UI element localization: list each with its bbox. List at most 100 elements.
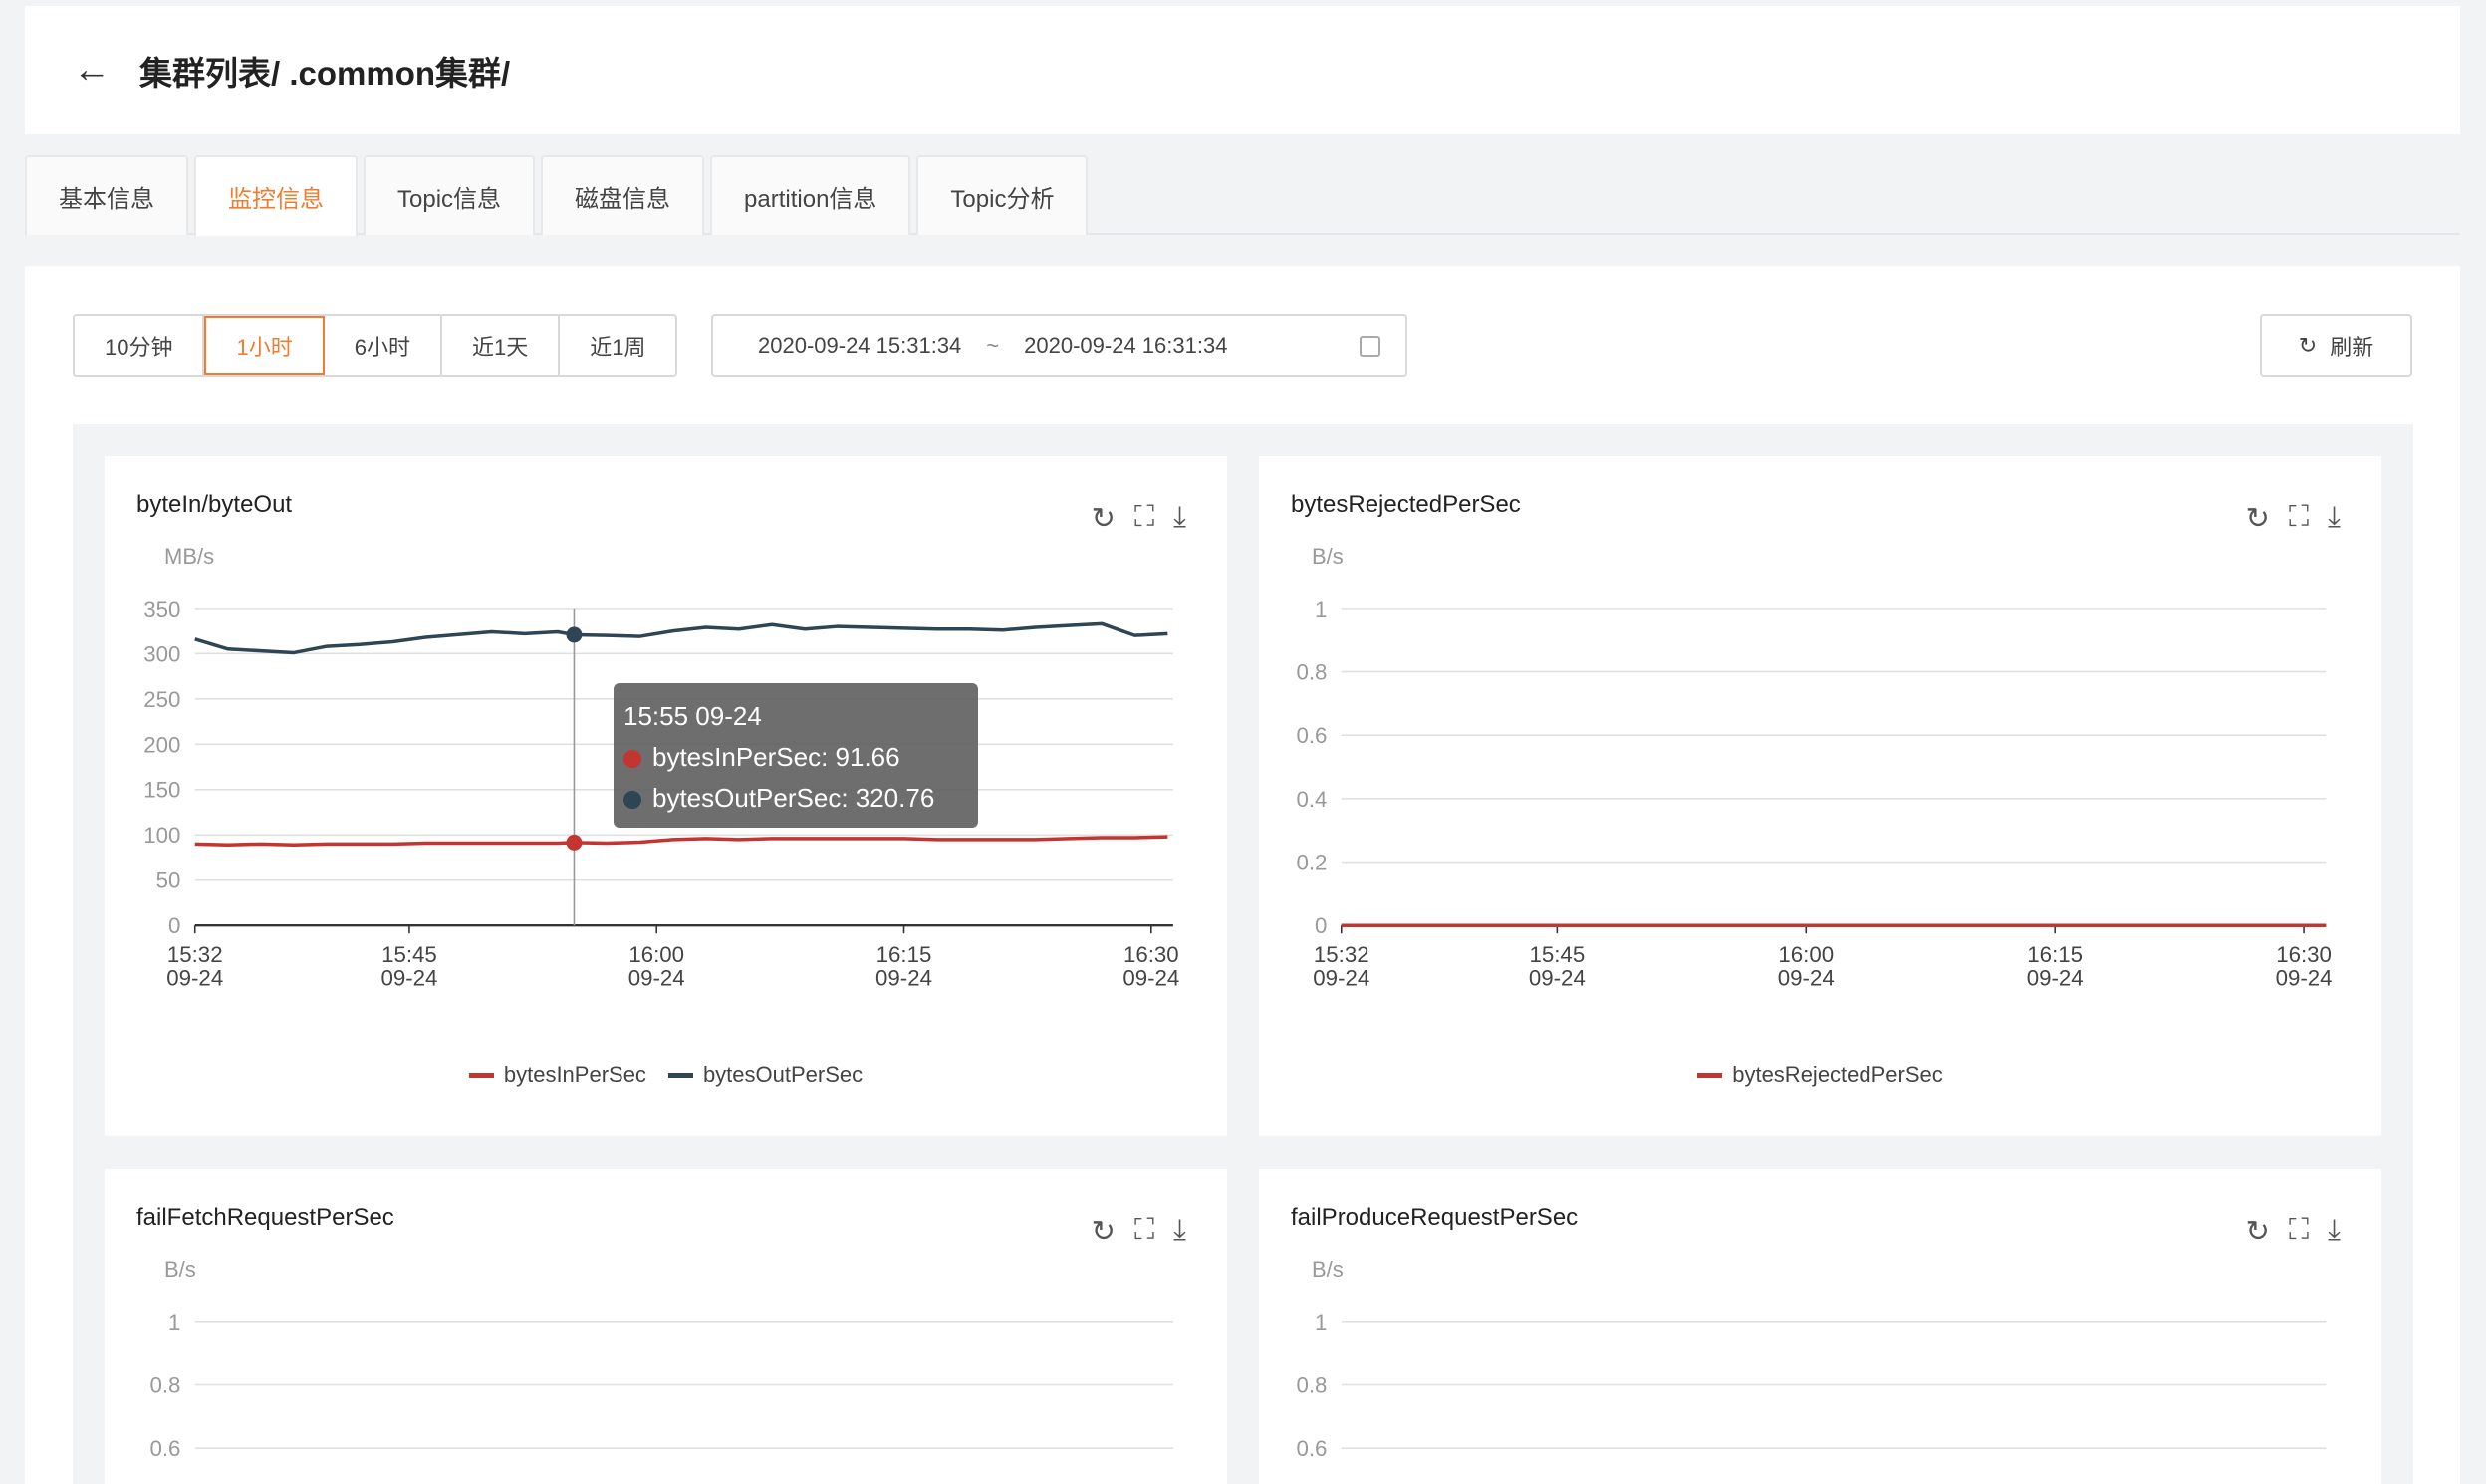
x-tick-time: 16:00: [628, 942, 684, 967]
download-icon[interactable]: ⤓: [1173, 1214, 1186, 1246]
y-tick-label: 1: [1315, 597, 1327, 621]
y-tick-label: 0.2: [1296, 851, 1327, 875]
chart-panel-1: bytesRejectedPerSec ↻ ⛶ ⤓ B/s 0 0.2 0.4 0.6 0.8 1 1…: [1259, 456, 2381, 1136]
tab-3[interactable]: 磁盘信息: [541, 155, 705, 235]
y-tick-label: 250: [143, 687, 180, 712]
chart-title: bytesRejectedPerSec: [1291, 491, 1521, 518]
range-button-0[interactable]: 10分钟: [75, 316, 205, 375]
refresh-icon[interactable]: ↻: [2245, 503, 2270, 535]
chart-title: byteIn/byteOut: [136, 491, 293, 518]
x-tick-time: 16:15: [876, 942, 932, 967]
legend-item[interactable]: bytesRejectedPerSec: [1697, 1062, 1943, 1088]
y-axis-unit: B/s: [1312, 1257, 1344, 1282]
refresh-icon: ↻: [2298, 333, 2318, 358]
hover-point: [566, 834, 583, 851]
calendar-icon: [1360, 336, 1380, 357]
chart-title: failProduceRequestPerSec: [1291, 1204, 1579, 1231]
series-dot: [623, 791, 641, 809]
tab-5[interactable]: Topic分析: [916, 155, 1089, 235]
range-button-4[interactable]: 近1周: [590, 335, 646, 360]
chart-legend: bytesRejectedPerSec: [1259, 1062, 2381, 1088]
y-tick-label: 0.4: [1296, 787, 1327, 812]
refresh-icon[interactable]: ↻: [1091, 503, 1116, 535]
x-tick-date: 09-24: [1529, 966, 1586, 991]
hover-point: [566, 626, 583, 643]
tooltip-value: bytesInPerSec: 91.66: [652, 742, 900, 772]
chart-toolbar: ↻ ⛶ ⤓: [1092, 501, 1186, 536]
x-tick-date: 09-24: [2276, 966, 2333, 991]
arrow-left-icon[interactable]: ←: [73, 49, 111, 91]
x-tick-date: 09-24: [1313, 966, 1369, 991]
y-axis-unit: B/s: [164, 1257, 196, 1282]
x-tick-time: 15:45: [1529, 942, 1585, 967]
tab-2[interactable]: Topic信息: [364, 155, 536, 235]
y-axis-unit: B/s: [1312, 544, 1344, 569]
y-tick-label: 200: [143, 732, 180, 757]
chart-svg: 00.20.40.60.8115:3209-2415:4509-2416:000…: [1296, 597, 2333, 991]
x-tick-date: 09-24: [628, 966, 685, 991]
tooltip-row: bytesInPerSec: 91.66: [623, 737, 968, 778]
tab-1[interactable]: 监控信息: [194, 155, 358, 236]
legend-label: bytesInPerSec: [503, 1062, 646, 1087]
time-range-selector: 10分钟 1小时 6小时 近1天 近1周: [73, 314, 678, 377]
tooltip-value: bytesOutPerSec: 320.76: [652, 783, 935, 813]
series-line-bytesOutPerSec: [194, 621, 1168, 655]
chart-panel-2: failFetchRequestPerSec ↻ ⛶ ⤓ B/s 0.6 0.8 1: [105, 1169, 1227, 1484]
series-dot: [623, 750, 641, 768]
y-tick-label: 0.8: [1296, 1372, 1327, 1397]
tooltip-row: bytesOutPerSec: 320.76: [623, 778, 968, 819]
fullscreen-icon[interactable]: ⛶: [2288, 501, 2310, 533]
x-tick-date: 09-24: [380, 966, 437, 991]
series-line-bytesInPerSec: [194, 835, 1168, 848]
tab-4[interactable]: partition信息: [710, 155, 911, 235]
fullscreen-icon[interactable]: ⛶: [1133, 501, 1155, 533]
legend-item[interactable]: bytesInPerSec: [468, 1062, 646, 1088]
x-tick-date: 09-24: [2027, 966, 2084, 991]
x-tick-time: 15:32: [167, 942, 223, 967]
download-icon[interactable]: ⤓: [2328, 501, 2341, 533]
y-tick-label: 1: [168, 1310, 180, 1335]
legend-swatch: [667, 1072, 693, 1078]
refresh-icon[interactable]: ↻: [1091, 1216, 1116, 1248]
download-icon[interactable]: ⤓: [1173, 501, 1186, 533]
y-tick-label: 350: [143, 597, 180, 621]
refresh-button[interactable]: ↻ 刷新: [2260, 314, 2412, 377]
y-tick-label: 0.6: [149, 1436, 180, 1461]
x-tick-time: 16:00: [1778, 942, 1834, 967]
range-button-1[interactable]: 1小时: [204, 316, 325, 375]
start-date: 2020-09-24 15:31:34: [758, 333, 962, 358]
y-tick-label: 1: [1315, 1310, 1327, 1335]
download-icon[interactable]: ⤓: [2328, 1214, 2341, 1246]
y-tick-label: 0: [1315, 913, 1327, 938]
range-button-2[interactable]: 6小时: [325, 316, 442, 375]
y-tick-label: 100: [143, 823, 180, 848]
x-tick-date: 09-24: [1122, 966, 1179, 991]
legend-item[interactable]: bytesOutPerSec: [667, 1062, 863, 1088]
range-button-3[interactable]: 近1天: [442, 316, 561, 375]
range-separator: ~: [986, 333, 1000, 358]
chart-panel-0: byteIn/byteOut ↻ ⛶ ⤓ MB/s 0 50 100 150 200 250 300 3…: [105, 456, 1227, 1136]
date-range-picker[interactable]: 2020-09-24 15:31:34 ~ 2020-09-24 16:31:3…: [711, 314, 1407, 377]
chart-tooltip: 15:55 09-24 bytesInPerSec: 91.66 bytesOutP…: [614, 683, 978, 828]
x-tick-date: 09-24: [166, 966, 223, 991]
breadcrumb: 集群列表/ .common集群/: [139, 54, 511, 92]
y-tick-label: 300: [143, 641, 180, 666]
y-tick-label: 0.6: [1296, 723, 1327, 748]
x-tick-date: 09-24: [875, 966, 932, 991]
x-tick-time: 15:32: [1314, 942, 1369, 967]
chart-toolbar: ↻ ⛶ ⤓: [2246, 1214, 2341, 1249]
y-tick-label: 50: [156, 868, 181, 893]
refresh-label: 刷新: [2330, 335, 2374, 360]
monitor-content: 10分钟 1小时 6小时 近1天 近1周 2020-09-24 15:31:34 ~ 2…: [25, 266, 2460, 1484]
chart-title: failFetchRequestPerSec: [136, 1204, 394, 1231]
legend-swatch: [468, 1072, 494, 1078]
x-tick-time: 16:30: [2276, 942, 2332, 967]
y-tick-label: 0.8: [149, 1372, 180, 1397]
tab-0[interactable]: 基本信息: [25, 155, 188, 235]
fullscreen-icon[interactable]: ⛶: [2288, 1214, 2310, 1246]
refresh-icon[interactable]: ↻: [2245, 1216, 2270, 1248]
page-header: ← 集群列表/ .common集群/: [25, 6, 2460, 134]
fullscreen-icon[interactable]: ⛶: [1133, 1214, 1155, 1246]
chart-svg: 0.6 0.8 1: [1296, 1310, 2327, 1461]
